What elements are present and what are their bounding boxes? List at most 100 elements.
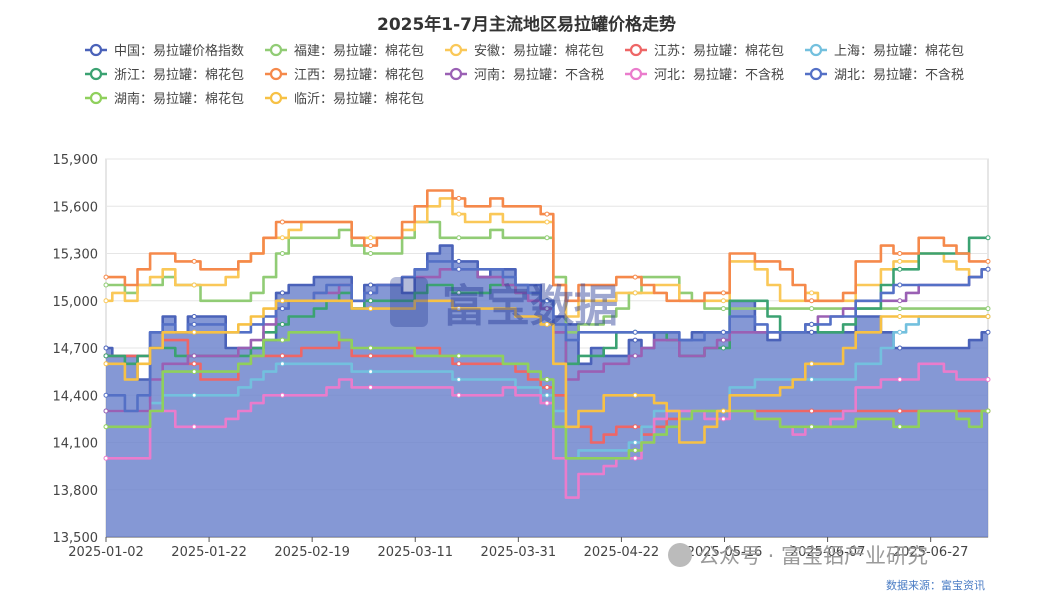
series-point-8 (720, 416, 726, 422)
series-point-11 (985, 314, 991, 319)
series-point-2 (809, 290, 815, 296)
x-tick-label: 2025-06-07 (790, 545, 866, 560)
series-point-5 (456, 290, 462, 296)
x-tick-label: 2025-01-02 (68, 545, 144, 560)
legend-label: 临沂：易拉罐：棉花包 (294, 92, 425, 107)
series-point-6 (456, 195, 462, 201)
series-point-8 (544, 400, 550, 406)
series-point-7 (897, 298, 903, 304)
logo-mark-icon (390, 277, 428, 327)
series-point-0 (368, 282, 374, 288)
series-point-7 (632, 353, 638, 359)
series-point-8 (632, 455, 638, 461)
legend-swatch-icon (805, 67, 827, 80)
legend-item[interactable]: 江苏：易拉罐：棉花包 (624, 40, 784, 59)
logo-text: 富宝数据 (442, 281, 618, 332)
y-tick-label: 14,400 (53, 389, 99, 404)
series-point-3 (809, 408, 815, 414)
series-point-3 (368, 353, 374, 359)
series-point-9 (720, 329, 726, 335)
series-point-4 (368, 369, 374, 375)
series-point-10 (368, 345, 374, 351)
data-source: 数据来源：富宝资讯 (886, 579, 985, 592)
series-point-1 (103, 282, 109, 288)
series-point-0 (897, 345, 903, 351)
legend-swatch-icon (265, 91, 287, 104)
series-point-6 (103, 274, 109, 280)
legend-item[interactable]: 福建：易拉罐：棉花包 (264, 40, 424, 59)
legend-swatch-icon (805, 43, 827, 56)
series-point-2 (191, 282, 197, 288)
series-point-5 (985, 235, 991, 241)
series-point-8 (279, 392, 285, 398)
series-point-0 (456, 258, 462, 264)
y-tick-label: 13,800 (53, 484, 99, 499)
x-tick-label: 2025-03-31 (481, 545, 557, 560)
legend-swatch-icon (85, 91, 107, 104)
series-point-8 (985, 377, 991, 382)
series-point-5 (103, 353, 109, 359)
series-point-11 (103, 361, 109, 367)
series-point-2 (632, 290, 638, 296)
series-point-8 (103, 455, 109, 461)
series-point-2 (720, 298, 726, 304)
legend-item[interactable]: 河北：易拉罐：不含税 (624, 64, 784, 83)
legend-item[interactable]: 临沂：易拉罐：棉花包 (264, 88, 424, 107)
series-point-0 (279, 290, 285, 296)
legend-item[interactable]: 江西：易拉罐：棉花包 (264, 64, 424, 83)
legend-item[interactable]: 安徽：易拉罐：棉花包 (444, 40, 604, 59)
series-point-5 (368, 298, 374, 304)
legend-item[interactable]: 湖北：易拉罐：不含税 (804, 64, 964, 83)
series-point-6 (544, 211, 550, 217)
legend-swatch-icon (265, 67, 287, 80)
x-tick-label: 2025-02-19 (274, 545, 350, 560)
wechat-watermark: 公众号 · 富宝铝产业研究 (668, 540, 928, 570)
series-point-1 (809, 306, 815, 312)
legend-item[interactable]: 中国：易拉罐价格指数 (84, 40, 244, 59)
y-tick-label: 14,700 (53, 342, 99, 357)
series-line-6 (106, 189, 988, 303)
series-point-4 (632, 440, 638, 445)
series-point-5 (279, 321, 285, 327)
legend-label: 上海：易拉罐：棉花包 (834, 44, 965, 59)
series-point-1 (456, 235, 462, 241)
series-point-5 (897, 266, 903, 272)
legend-swatch-icon (625, 67, 647, 80)
series-point-0 (191, 314, 197, 319)
series-point-0 (103, 345, 109, 351)
y-tick-label: 13,500 (53, 531, 99, 546)
legend-label: 江西：易拉罐：棉花包 (294, 68, 425, 83)
series-point-5 (720, 345, 726, 351)
series-point-9 (632, 329, 638, 335)
series-point-3 (191, 361, 197, 367)
series-point-11 (456, 306, 462, 312)
legend-item[interactable]: 湖南：易拉罐：棉花包 (84, 88, 244, 107)
series-point-10 (632, 447, 638, 453)
legend-item[interactable]: 浙江：易拉罐：棉花包 (84, 64, 244, 83)
series-point-10 (456, 353, 462, 359)
legend-swatch-icon (85, 43, 107, 56)
series-point-6 (720, 290, 726, 296)
series-point-9 (103, 392, 109, 398)
series-point-1 (720, 306, 726, 312)
series-point-7 (191, 353, 197, 359)
series-point-6 (897, 251, 903, 256)
y-tick-label: 15,600 (53, 200, 99, 215)
series-line-9 (106, 260, 988, 413)
series-point-4 (544, 392, 550, 398)
x-tick-label: 2025-04-22 (584, 545, 660, 560)
legend-label: 湖北：易拉罐：不含税 (834, 68, 965, 83)
legend-swatch-icon (85, 67, 107, 80)
series-point-10 (279, 337, 285, 343)
series-point-8 (368, 384, 374, 390)
chart-title: 2025年1-7月主流地区易拉罐价格走势 (376, 15, 677, 35)
series-point-0 (632, 337, 638, 343)
legend-label: 福建：易拉罐：棉花包 (294, 44, 425, 59)
series-point-9 (897, 282, 903, 288)
legend-item[interactable]: 河南：易拉罐：不含税 (444, 64, 604, 83)
series-point-9 (368, 290, 374, 296)
x-tick-label: 2025-06-27 (893, 545, 969, 560)
series-point-6 (191, 258, 197, 264)
legend-item[interactable]: 上海：易拉罐：棉花包 (804, 40, 964, 59)
